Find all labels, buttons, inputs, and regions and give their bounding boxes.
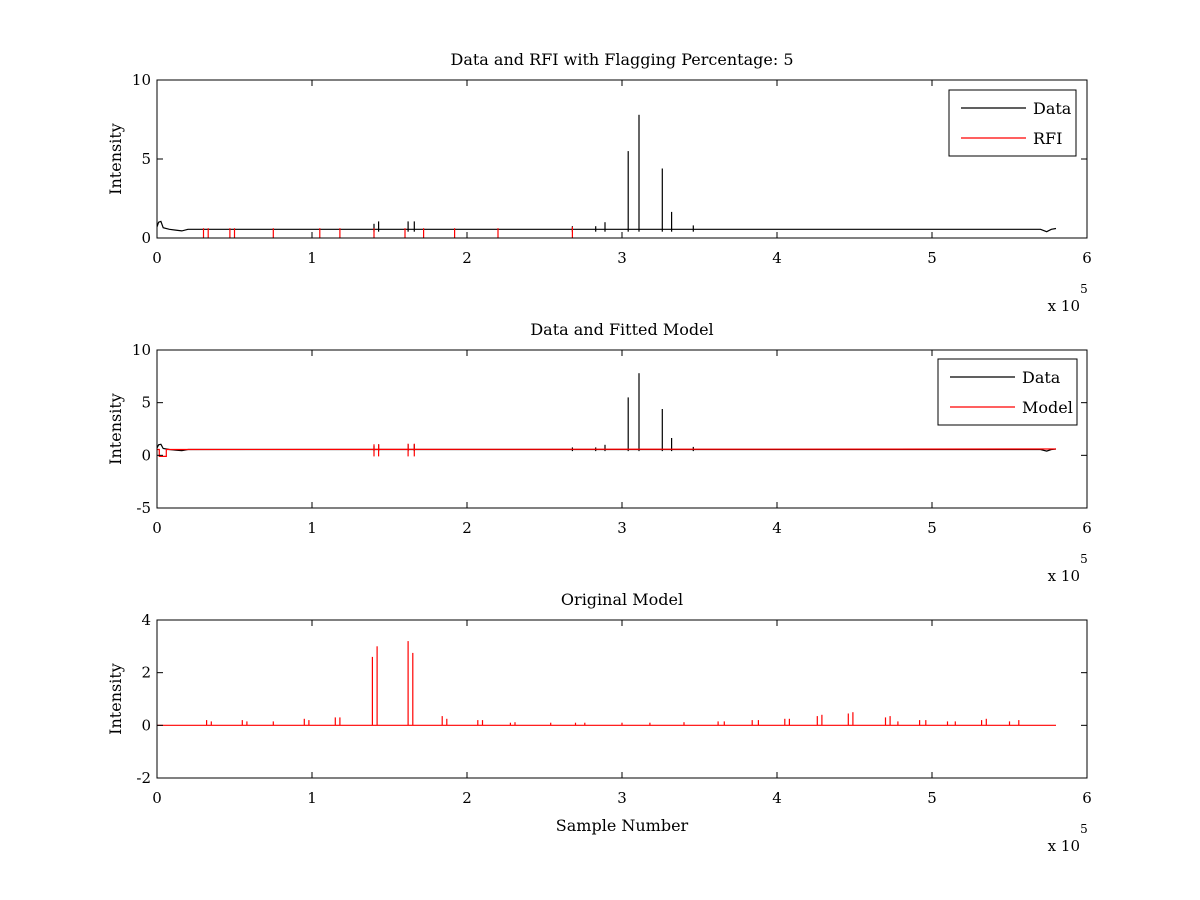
y-axis-label: Intensity: [106, 663, 125, 735]
x-tick-label: 6: [1082, 789, 1092, 807]
x-tick-label: 1: [307, 789, 317, 807]
x-tick-label: 1: [307, 519, 317, 537]
y-tick-label: 10: [132, 71, 151, 89]
legend: Data RFI: [948, 89, 1077, 157]
y-tick-label: 2: [141, 664, 151, 682]
x-multiplier-exponent: 5: [1080, 552, 1088, 566]
series-group: [157, 114, 1057, 238]
x-tick-label: 1: [307, 249, 317, 267]
y-tick-label: -2: [136, 769, 151, 787]
y-tick-label: 0: [141, 229, 151, 247]
x-tick-label: 0: [152, 519, 162, 537]
x-tick-label: 4: [772, 519, 782, 537]
axes-frame: [156, 79, 1088, 239]
legend-label: Data: [1033, 99, 1072, 118]
x-tick-label: 2: [462, 789, 472, 807]
x-tick-label: 0: [152, 789, 162, 807]
subplot-title: Original Model: [561, 590, 683, 609]
subplot-title: Data and Fitted Model: [530, 320, 713, 339]
subplot-1: Data and RFI with Flagging Percentage: 5…: [106, 50, 1092, 315]
x-tick-label: 6: [1082, 519, 1092, 537]
x-multiplier-exponent: 5: [1080, 282, 1088, 296]
x-tick-label: 0: [152, 249, 162, 267]
y-tick-label: 4: [141, 611, 151, 629]
x-tick-label: 3: [617, 249, 627, 267]
y-tick-label: 10: [132, 341, 151, 359]
x-tick-label: 3: [617, 519, 627, 537]
legend-box: [948, 89, 1077, 157]
legend-box: [937, 358, 1078, 426]
x-tick-label: 5: [927, 789, 937, 807]
data-0-line: [157, 220, 1057, 233]
x-tick-label: 4: [772, 249, 782, 267]
y-tick-label: 5: [141, 394, 151, 412]
subplot-title: Data and RFI with Flagging Percentage: 5: [450, 50, 793, 69]
x-multiplier-base: x 10: [1048, 297, 1080, 315]
axes-frame: [156, 619, 1088, 779]
legend: Data Model: [937, 358, 1078, 426]
x-multiplier-exponent: 5: [1080, 822, 1088, 836]
x-multiplier-base: x 10: [1048, 837, 1080, 855]
y-axis-label: Intensity: [106, 393, 125, 465]
x-tick-label: 6: [1082, 249, 1092, 267]
y-tick-label: 5: [141, 150, 151, 168]
x-tick-label: 2: [462, 519, 472, 537]
x-axis-label: Sample Number: [556, 816, 689, 835]
x-tick-label: 5: [927, 519, 937, 537]
y-tick-label: 0: [141, 446, 151, 464]
x-tick-label: 2: [462, 249, 472, 267]
data-0-line: [157, 443, 1057, 452]
series-group: [157, 373, 1057, 457]
legend-label: Data: [1022, 368, 1061, 387]
legend-label: Model: [1022, 398, 1073, 417]
x-tick-label: 5: [927, 249, 937, 267]
x-tick-label: 4: [772, 789, 782, 807]
model-1-line: [157, 448, 1057, 457]
y-axis-label: Intensity: [106, 123, 125, 195]
series-group: [157, 641, 1056, 726]
legend-label: RFI: [1033, 129, 1062, 148]
y-tick-label: 0: [141, 716, 151, 734]
x-tick-label: 3: [617, 789, 627, 807]
y-tick-label: -5: [136, 499, 151, 517]
x-multiplier-base: x 10: [1048, 567, 1080, 585]
